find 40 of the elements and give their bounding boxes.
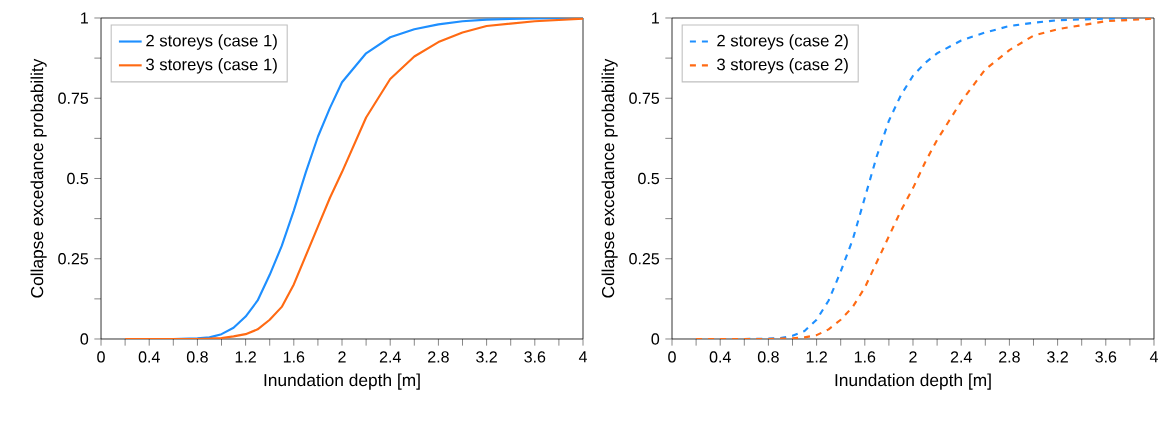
legend-label: 2 storeys (case 1) — [146, 34, 277, 50]
x-tick-label: 0.8 — [757, 351, 779, 363]
x-tick-label: 4 — [578, 351, 587, 363]
x-tick-label: 2 — [909, 351, 917, 363]
x-tick-label: 0.4 — [709, 351, 731, 363]
x-tick-label: 0 — [668, 351, 676, 363]
y-tick-label: 0 — [80, 333, 89, 345]
y-tick-label: 0.75 — [58, 92, 89, 104]
legend-label: 3 storeys (case 2) — [717, 58, 848, 74]
y-tick-label: 0 — [651, 333, 660, 345]
y-axis-title: Collapse excedance probability — [601, 58, 618, 298]
x-axis-title: Inundation depth [m] — [835, 373, 991, 390]
x-tick-label: 0 — [97, 351, 105, 363]
legend-label: 2 storeys (case 2) — [717, 34, 848, 50]
x-tick-label: 1.6 — [854, 351, 876, 363]
y-tick-label: 0.25 — [629, 253, 660, 265]
x-tick-label: 1.6 — [283, 351, 305, 363]
x-tick-label: 2.4 — [379, 351, 401, 363]
x-tick-label: 0.8 — [186, 351, 208, 363]
x-axis-title: Inundation depth [m] — [264, 373, 420, 390]
x-tick-label: 2 — [338, 351, 346, 363]
y-axis-title: Collapse excedance probability — [30, 58, 47, 298]
x-tick-label: 0.4 — [138, 351, 160, 363]
y-tick-label: 1 — [652, 12, 659, 24]
y-tick-label: 0.25 — [58, 253, 89, 265]
x-tick-label: 1.2 — [235, 351, 256, 363]
x-tick-label: 3.2 — [476, 351, 497, 363]
x-tick-label: 2.8 — [999, 351, 1020, 363]
y-tick-label: 0.5 — [638, 172, 660, 185]
x-tick-label: 3.6 — [1095, 351, 1117, 363]
x-tick-label: 2.8 — [428, 351, 449, 363]
x-tick-label: 3.6 — [524, 351, 546, 363]
legend-label: 3 storeys (case 1) — [146, 58, 277, 74]
x-tick-label: 4 — [1149, 351, 1158, 363]
x-tick-label: 2.4 — [950, 351, 972, 363]
y-tick-label: 0.5 — [67, 172, 89, 185]
y-tick-label: 1 — [81, 12, 88, 24]
x-tick-label: 1.2 — [806, 351, 827, 363]
x-tick-label: 3.2 — [1047, 351, 1068, 363]
y-tick-label: 0.75 — [629, 92, 660, 104]
